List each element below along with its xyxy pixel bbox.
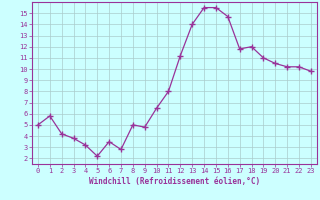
X-axis label: Windchill (Refroidissement éolien,°C): Windchill (Refroidissement éolien,°C)	[89, 177, 260, 186]
